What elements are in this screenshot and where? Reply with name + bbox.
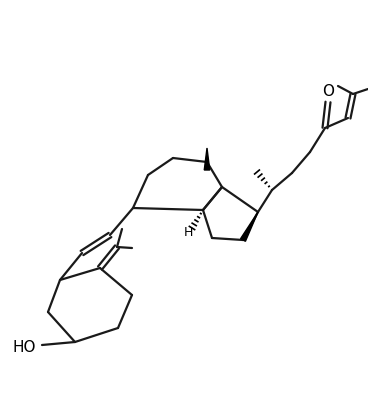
Text: O: O: [322, 84, 334, 99]
Text: H: H: [183, 226, 193, 239]
Polygon shape: [204, 148, 210, 170]
Text: HO: HO: [12, 340, 35, 356]
Polygon shape: [241, 212, 258, 241]
